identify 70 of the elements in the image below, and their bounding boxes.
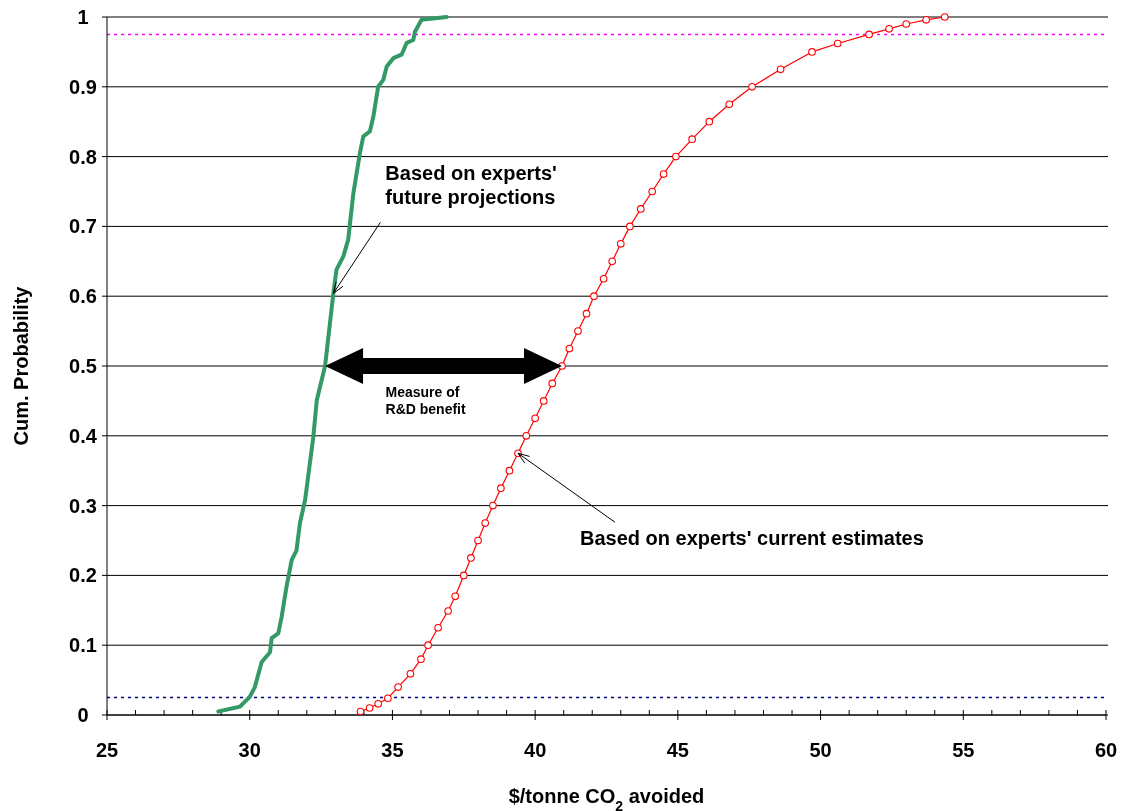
point (489, 501, 497, 510)
point (467, 554, 475, 562)
x-tick-label: 25 (95, 739, 119, 761)
point (481, 519, 490, 527)
point (648, 187, 657, 196)
point (748, 82, 756, 91)
point (833, 39, 842, 48)
point (522, 431, 531, 440)
point (688, 135, 696, 143)
point (865, 30, 873, 39)
point (725, 100, 734, 109)
y-tick-label: 0.7 (69, 215, 97, 238)
y-tick-label: 0.6 (69, 285, 97, 308)
point (384, 694, 392, 703)
point (922, 15, 931, 24)
y-tick-label: 0.9 (69, 75, 97, 98)
point (417, 655, 425, 664)
point (672, 152, 680, 161)
point (808, 48, 816, 56)
y-tick-label: 0.2 (69, 564, 97, 587)
point (902, 20, 911, 28)
point (374, 699, 383, 708)
point (608, 257, 617, 266)
point (626, 222, 634, 231)
point (776, 65, 785, 74)
x-tick-label: 55 (952, 739, 975, 761)
point (636, 205, 645, 213)
annotation: Based on experts' future projections (385, 162, 557, 209)
point (434, 623, 442, 632)
point (444, 607, 452, 615)
point (548, 379, 557, 388)
point (539, 397, 548, 405)
x-tick-label: 60 (1094, 739, 1118, 761)
annotation: Based on experts' current estimates (580, 527, 924, 550)
point (365, 704, 374, 712)
point (474, 536, 482, 545)
x-tick-label: 30 (238, 739, 261, 761)
point (940, 13, 949, 21)
y-tick-label: 0.3 (69, 494, 97, 517)
point (599, 274, 608, 283)
point (565, 344, 574, 353)
y-tick-label: 0.5 (69, 355, 97, 377)
y-tick-label: 0 (77, 704, 89, 726)
y-tick-label: 0.1 (69, 634, 97, 657)
point (497, 484, 505, 492)
point (705, 117, 714, 126)
point (590, 292, 598, 301)
point (574, 327, 582, 335)
point (885, 25, 893, 33)
x-axis-title: $/tonne CO$_{2}$ avoided (508, 785, 705, 811)
point (659, 170, 668, 178)
point (424, 641, 432, 650)
point (505, 466, 514, 475)
point (406, 669, 415, 678)
x-tick-label: 50 (809, 739, 832, 761)
point (582, 309, 591, 318)
point (356, 707, 365, 716)
point (531, 414, 539, 423)
x-tick-label: 40 (524, 739, 547, 761)
point (394, 683, 402, 691)
point (459, 571, 468, 580)
x-tick-label: 35 (381, 739, 404, 761)
y-tick-label: 1 (77, 6, 89, 28)
point (451, 592, 460, 601)
y-axis-title: Cum. Probability (10, 285, 32, 446)
y-tick-label: 0.4 (69, 424, 98, 447)
y-tick-label: 0.8 (69, 145, 97, 168)
annotation: Measure of R&D benefit (385, 384, 466, 417)
x-tick-label: 45 (666, 739, 689, 761)
point (616, 240, 625, 248)
